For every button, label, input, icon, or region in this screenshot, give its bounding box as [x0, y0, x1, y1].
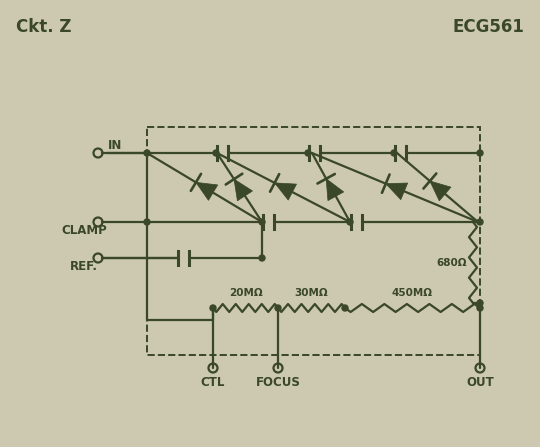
Polygon shape [386, 183, 408, 200]
Circle shape [259, 219, 265, 225]
Text: CTL: CTL [201, 376, 225, 389]
Text: Ckt. Z: Ckt. Z [16, 18, 71, 36]
Circle shape [213, 150, 219, 156]
Circle shape [477, 150, 483, 156]
Circle shape [144, 219, 150, 225]
Text: FOCUS: FOCUS [255, 376, 300, 389]
Text: 20MΩ: 20MΩ [228, 288, 262, 298]
Circle shape [347, 219, 353, 225]
Bar [147, 127, 480, 355]
Polygon shape [196, 182, 218, 200]
Circle shape [342, 305, 348, 311]
Circle shape [210, 305, 216, 311]
Circle shape [259, 255, 265, 261]
Circle shape [391, 150, 397, 156]
Text: 30MΩ: 30MΩ [295, 288, 328, 298]
Circle shape [477, 300, 483, 306]
Polygon shape [275, 183, 296, 200]
Circle shape [144, 150, 150, 156]
Circle shape [275, 305, 281, 311]
Text: 680Ω: 680Ω [436, 257, 467, 267]
Circle shape [477, 219, 483, 225]
Circle shape [477, 305, 483, 311]
Polygon shape [430, 181, 451, 201]
Text: OUT: OUT [466, 376, 494, 389]
Text: ECG561: ECG561 [452, 18, 524, 36]
Text: 450MΩ: 450MΩ [392, 288, 433, 298]
Polygon shape [326, 179, 343, 201]
Circle shape [305, 150, 311, 156]
Text: REF.: REF. [70, 260, 98, 273]
Text: CLAMP: CLAMP [61, 224, 107, 237]
Text: IN: IN [108, 139, 123, 152]
Polygon shape [234, 179, 253, 201]
